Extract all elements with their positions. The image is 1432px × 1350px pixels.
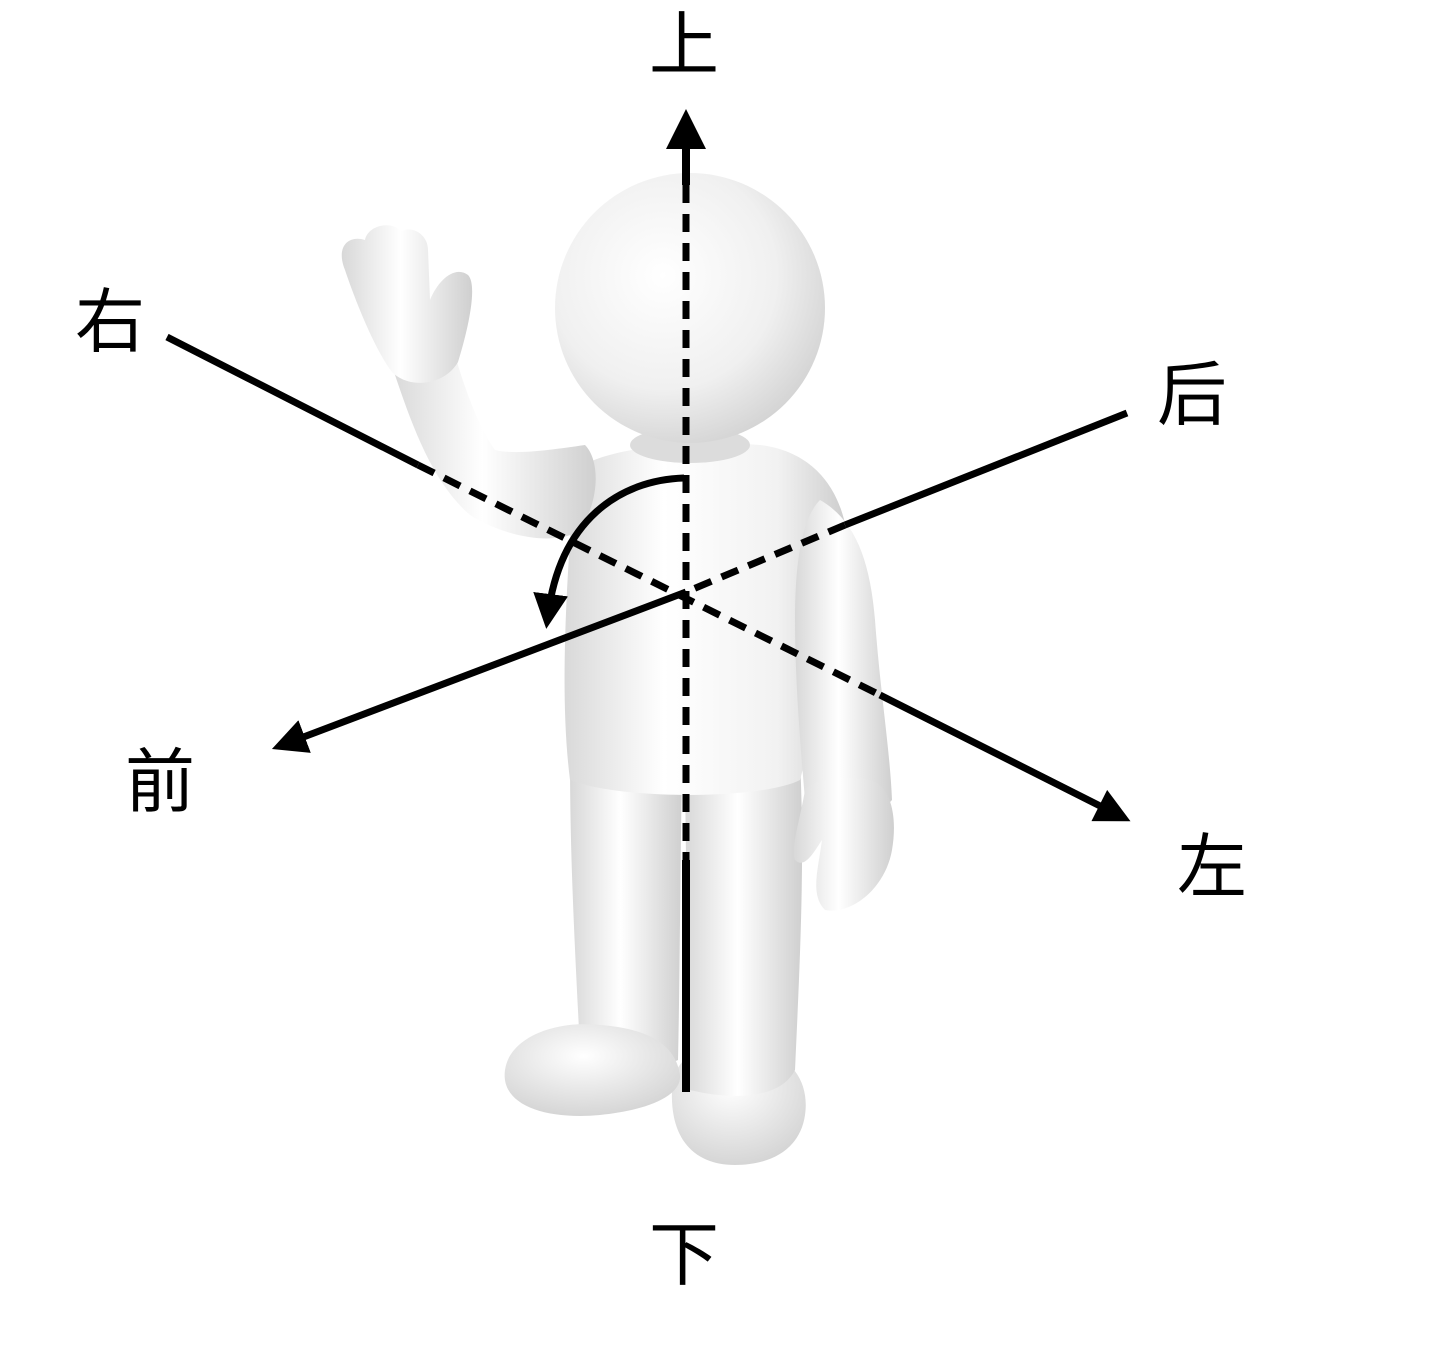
figure-torso: [564, 443, 849, 795]
figure-right-foot: [504, 1024, 681, 1116]
front-axis-arrow: [271, 588, 688, 753]
rotation-arc-arrow: [533, 474, 685, 629]
right-axis-line: [165, 333, 420, 469]
label-up: 上: [649, 4, 719, 86]
figure-head: [555, 173, 825, 443]
figure-raised-hand: [341, 225, 473, 383]
label-left: 左: [1177, 826, 1247, 908]
label-back: 后: [1157, 354, 1227, 436]
label-front: 前: [125, 741, 195, 823]
figure-raised-arm: [390, 355, 596, 539]
figure-left-leg: [685, 760, 803, 1096]
label-down: 下: [649, 1214, 719, 1296]
label-right: 右: [75, 281, 145, 363]
figure-lowered-arm: [795, 500, 892, 812]
left-axis-arrow: [878, 691, 1131, 822]
3d-person-figure-icon: [341, 173, 894, 1165]
back-axis-line: [843, 409, 1129, 529]
figure-right-leg: [570, 760, 682, 1073]
figure-lowered-hand: [793, 777, 894, 911]
